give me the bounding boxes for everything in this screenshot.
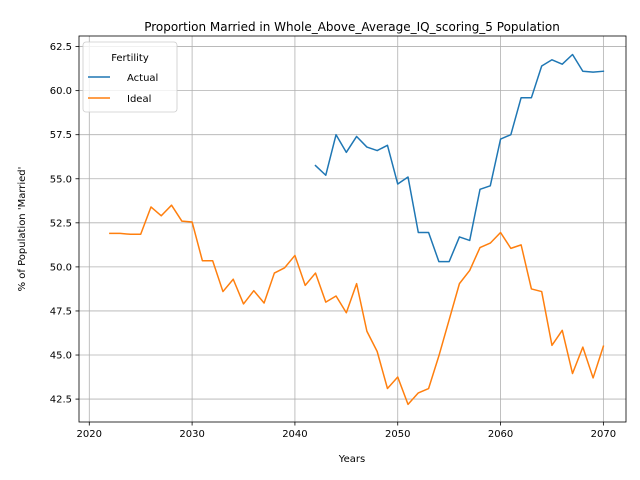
x-tick-label: 2060	[488, 429, 513, 440]
x-tick-label: 2040	[282, 429, 307, 440]
legend-label-ideal: Ideal	[127, 94, 151, 105]
series-line-actual	[314, 53, 605, 263]
legend-title: Fertility	[111, 53, 149, 64]
y-tick-label: 50.0	[50, 262, 72, 273]
x-tick-label: 2030	[179, 429, 204, 440]
x-tick-label: 2020	[77, 429, 102, 440]
y-tick-label: 42.5	[50, 395, 72, 406]
y-tick-label: 52.5	[50, 218, 72, 229]
series-line-ideal	[109, 204, 605, 406]
legend: Fertility Actual Ideal	[82, 41, 178, 113]
y-tick-label: 62.5	[50, 42, 72, 53]
y-tick-label: 47.5	[50, 306, 72, 317]
grid	[79, 36, 626, 422]
y-tick-label: 45.0	[50, 351, 72, 362]
series-lines	[109, 53, 605, 406]
y-tick-label: 55.0	[50, 174, 72, 185]
plot-frame	[78, 35, 627, 423]
chart-title: Proportion Married in Whole_Above_Averag…	[144, 20, 560, 34]
y-axis-label: % of Population 'Married'	[17, 167, 28, 292]
y-tick-label: 57.5	[50, 130, 72, 141]
ticks: 2020 2030 2040 2050 2060 2070 42.5 45.0 47.5 50.0…	[50, 42, 616, 440]
x-tick-label: 2050	[385, 429, 410, 440]
legend-label-actual: Actual	[127, 73, 158, 84]
x-axis-label: Years	[338, 454, 365, 465]
y-tick-label: 60.0	[50, 86, 72, 97]
legend-box	[82, 41, 178, 113]
x-tick-label: 2070	[591, 429, 616, 440]
